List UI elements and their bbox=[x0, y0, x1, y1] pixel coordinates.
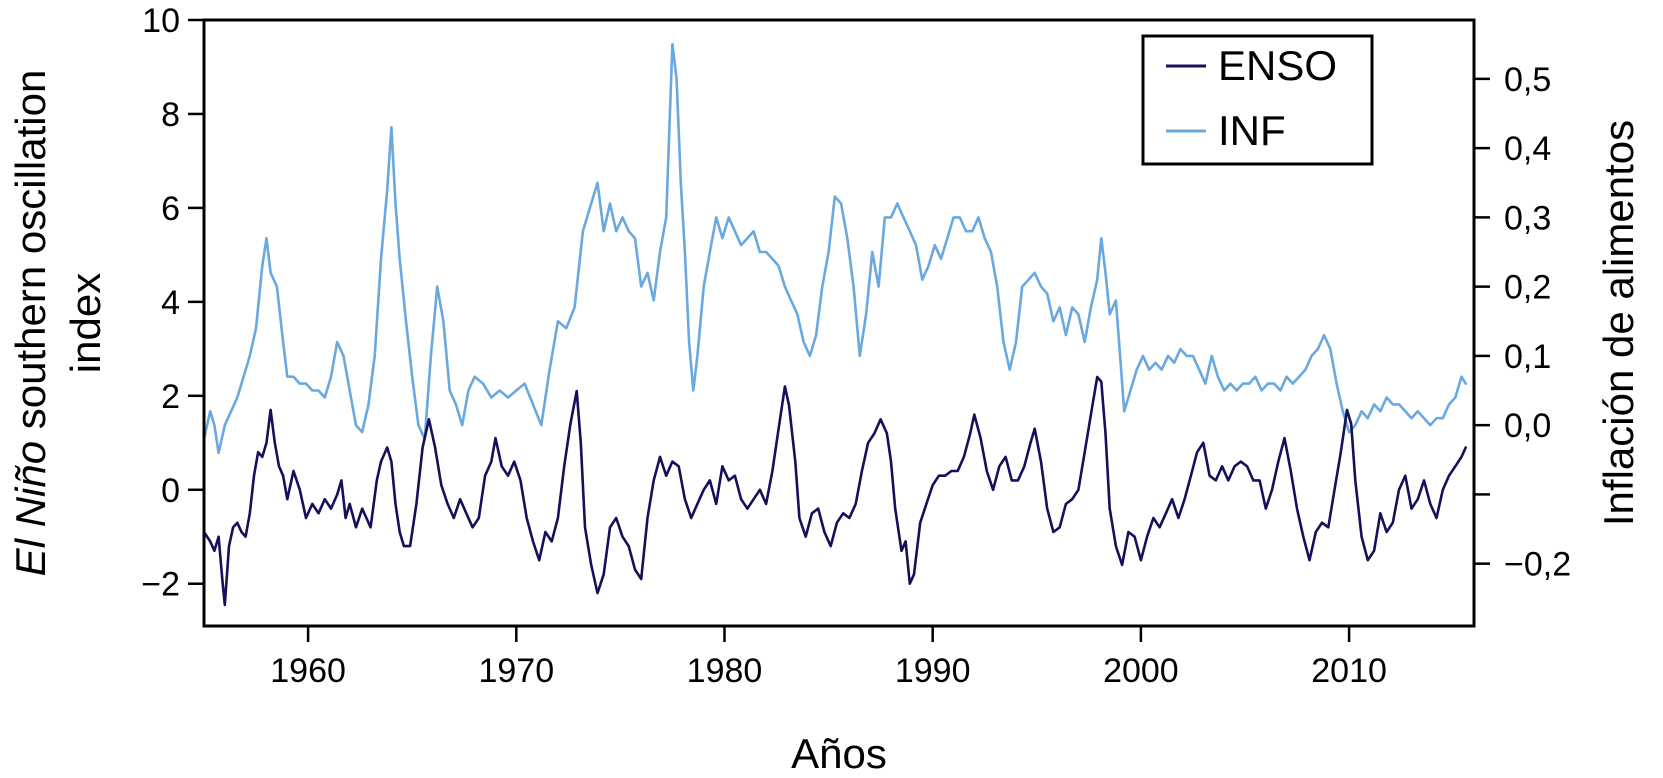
y-axis-right: −0,2 0,0 0,1 0,2 0,3 0,4 0,5 bbox=[1474, 61, 1571, 584]
y-right-tick-label-5: 0,3 bbox=[1504, 199, 1551, 237]
series-layer bbox=[202, 42, 1467, 607]
y-right-tick-label-3: 0,1 bbox=[1504, 338, 1551, 376]
y-left-tick-label-2: 2 bbox=[161, 378, 180, 416]
legend: ENSO INF bbox=[1141, 34, 1374, 166]
plot-frame bbox=[202, 18, 1476, 628]
x-tick-label-1960: 1960 bbox=[270, 652, 346, 690]
legend-label-inf: INF bbox=[1218, 107, 1286, 154]
y-right-tick-label-4: 0,2 bbox=[1504, 269, 1551, 307]
y-right-tick-label-7: 0,5 bbox=[1504, 61, 1551, 99]
x-tick-label-1980: 1980 bbox=[687, 652, 763, 690]
x-tick-label-2000: 2000 bbox=[1103, 652, 1179, 690]
y-left-tick-label-4: 6 bbox=[161, 190, 180, 228]
y-left-tick-label-3: 4 bbox=[161, 284, 180, 322]
y-right-tick-label-2: 0,0 bbox=[1504, 407, 1551, 445]
y-axis-left-title-rest: southern oscillation bbox=[7, 70, 54, 441]
y-axis-right-title: Inflación de alimentos bbox=[1595, 120, 1642, 526]
x-tick-label-1990: 1990 bbox=[895, 652, 971, 690]
y-axis-left: −2 0 2 4 6 8 10 bbox=[141, 2, 204, 604]
y-left-tick-label-6: 10 bbox=[142, 2, 180, 40]
x-tick-label-2010: 2010 bbox=[1311, 652, 1387, 690]
y-right-tick-label-0: −0,2 bbox=[1504, 546, 1571, 584]
y-axis-left-title-line2: index bbox=[62, 273, 109, 373]
x-axis-title: Años bbox=[791, 730, 887, 777]
x-tick-label-1970: 1970 bbox=[478, 652, 554, 690]
legend-label-enso: ENSO bbox=[1218, 42, 1337, 89]
y-left-tick-label-5: 8 bbox=[161, 96, 180, 134]
series-line-enso bbox=[202, 375, 1467, 607]
series-line-inf bbox=[202, 42, 1467, 455]
y-axis-left-title: El Niño southern oscillation bbox=[7, 70, 54, 577]
y-axis-left-title-italic: El Niño bbox=[7, 441, 54, 576]
y-right-tick-label-6: 0,4 bbox=[1504, 130, 1551, 168]
legend-box bbox=[1141, 34, 1374, 166]
y-left-tick-label-1: 0 bbox=[161, 472, 180, 510]
y-left-tick-label-0: −2 bbox=[141, 566, 180, 604]
x-axis: 1960 1970 1980 1990 2000 2010 bbox=[270, 626, 1387, 690]
